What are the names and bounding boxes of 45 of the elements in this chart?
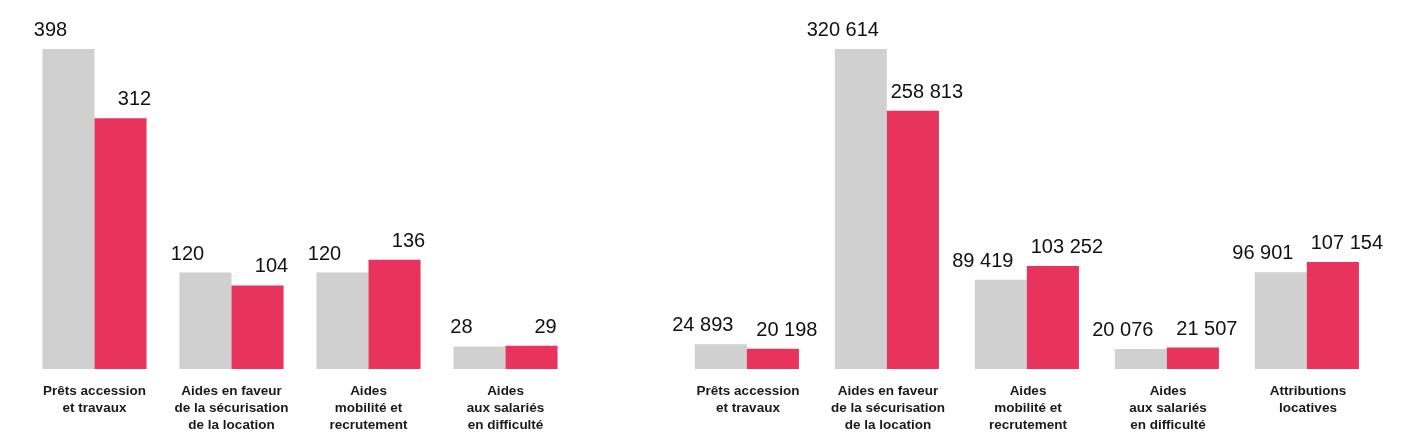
data-label: 107 154 [1310, 231, 1384, 254]
bar [1306, 262, 1359, 369]
data-label: 136 [391, 228, 426, 251]
x-tick-label: Prêts accession et travaux [696, 382, 800, 415]
bar [368, 259, 421, 369]
bar [746, 348, 799, 369]
x-tick-label: Aides aux salariés en difficulté [466, 382, 545, 432]
data-label: 103 252 [1030, 234, 1104, 257]
data-label: 20 198 [756, 317, 818, 340]
data-label: 96 901 [1232, 241, 1294, 264]
data-label: 29 [534, 314, 557, 337]
bar [42, 49, 95, 369]
bar [231, 285, 284, 369]
x-tick-label: Aides en faveur de la sécurisation de la location [830, 382, 946, 432]
bar [974, 279, 1027, 369]
data-label: 20 076 [1092, 317, 1154, 340]
data-label: 120 [307, 241, 342, 264]
bar [453, 346, 506, 369]
data-label: 320 614 [806, 18, 879, 40]
data-label: 398 [33, 18, 68, 40]
bar [179, 272, 232, 369]
x-tick-label: Prêts accession et travaux [43, 382, 146, 415]
data-label: 28 [450, 315, 473, 338]
data-label: 24 893 [672, 313, 734, 336]
data-label: 120 [170, 241, 205, 264]
bar [1166, 347, 1219, 369]
data-label: 89 419 [952, 248, 1014, 271]
bar [316, 272, 369, 369]
bar [1026, 265, 1079, 369]
data-label: 104 [254, 254, 289, 277]
data-label: 258 813 [890, 79, 964, 102]
x-tick-label: Aides mobilité et recrutement [988, 382, 1068, 432]
x-tick-label: Aides aux salariés en difficulté [1129, 382, 1207, 432]
bar [94, 118, 147, 369]
x-tick-label: Aides en faveur de la sécurisation de la location [174, 382, 289, 432]
x-tick-label: Attributions locatives [1269, 382, 1347, 415]
data-label: 21 507 [1176, 316, 1238, 339]
bar [694, 344, 747, 369]
bar [886, 110, 939, 369]
bar [1254, 272, 1307, 369]
bar [834, 49, 887, 369]
bar [1114, 348, 1167, 369]
x-tick-label: Aides mobilité et recrutement [329, 382, 409, 432]
data-label: 312 [117, 87, 152, 110]
bar [505, 345, 558, 369]
